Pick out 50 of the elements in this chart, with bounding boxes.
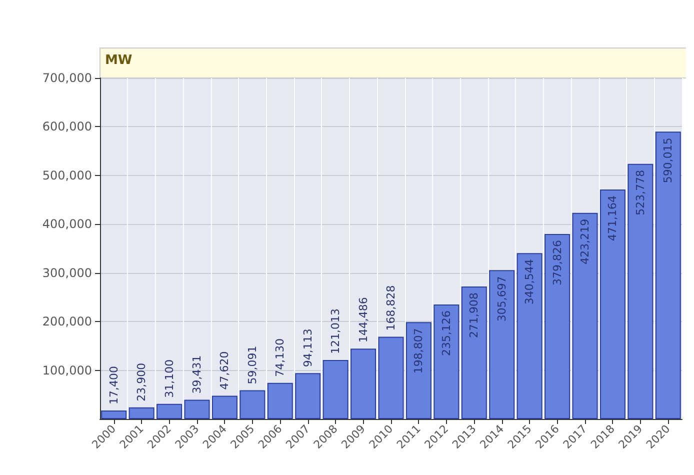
data-label: 271,908 (468, 292, 481, 338)
y-axis-title: MW (105, 53, 132, 68)
data-label: 23,900 (135, 362, 148, 402)
bar (600, 189, 626, 419)
y-tick-label: 200,000 (42, 314, 92, 329)
data-label: 47,620 (218, 351, 232, 390)
data-label: 39,431 (190, 355, 204, 394)
data-label: 94,113 (301, 328, 314, 368)
data-label: 305,697 (495, 276, 508, 322)
data-label: 423,219 (578, 218, 592, 264)
bar (156, 404, 182, 419)
data-label: 590,015 (662, 138, 675, 184)
y-tick-label: 100,000 (42, 363, 92, 378)
bar (378, 336, 404, 419)
bar (128, 407, 154, 419)
bar (295, 373, 321, 419)
bar (516, 253, 542, 419)
data-label: 168,828 (384, 285, 398, 331)
bar (322, 360, 348, 419)
bar (240, 390, 266, 419)
y-tick-label: 400,000 (42, 217, 92, 232)
data-label: 74,130 (274, 338, 287, 377)
data-label: 340,544 (523, 259, 536, 305)
data-label: 121,013 (329, 308, 342, 354)
bar (434, 304, 460, 419)
bar (184, 400, 210, 419)
bar (267, 382, 293, 419)
y-tick-label: 700,000 (42, 71, 92, 85)
data-label: 471,164 (606, 195, 620, 241)
bar (212, 396, 238, 419)
bar (461, 286, 487, 419)
bar (655, 132, 681, 419)
data-label: 31,100 (162, 359, 176, 398)
bar (572, 212, 598, 419)
y-tick-label: 600,000 (42, 120, 92, 134)
data-label: 59,091 (246, 346, 259, 384)
bar (489, 270, 515, 419)
data-label: 17,400 (107, 366, 120, 405)
bar (350, 348, 376, 419)
bar (406, 322, 432, 419)
bar (628, 164, 654, 419)
data-label: 379,826 (550, 240, 564, 286)
data-label: 198,807 (412, 328, 426, 374)
y-tick-label: 500,000 (42, 168, 92, 182)
bar (544, 234, 570, 419)
data-label: 523,778 (634, 170, 647, 216)
bar (101, 410, 127, 419)
data-label: 235,126 (440, 310, 453, 356)
data-label: 144,486 (356, 297, 370, 343)
y-tick-label: 300,000 (42, 266, 92, 280)
